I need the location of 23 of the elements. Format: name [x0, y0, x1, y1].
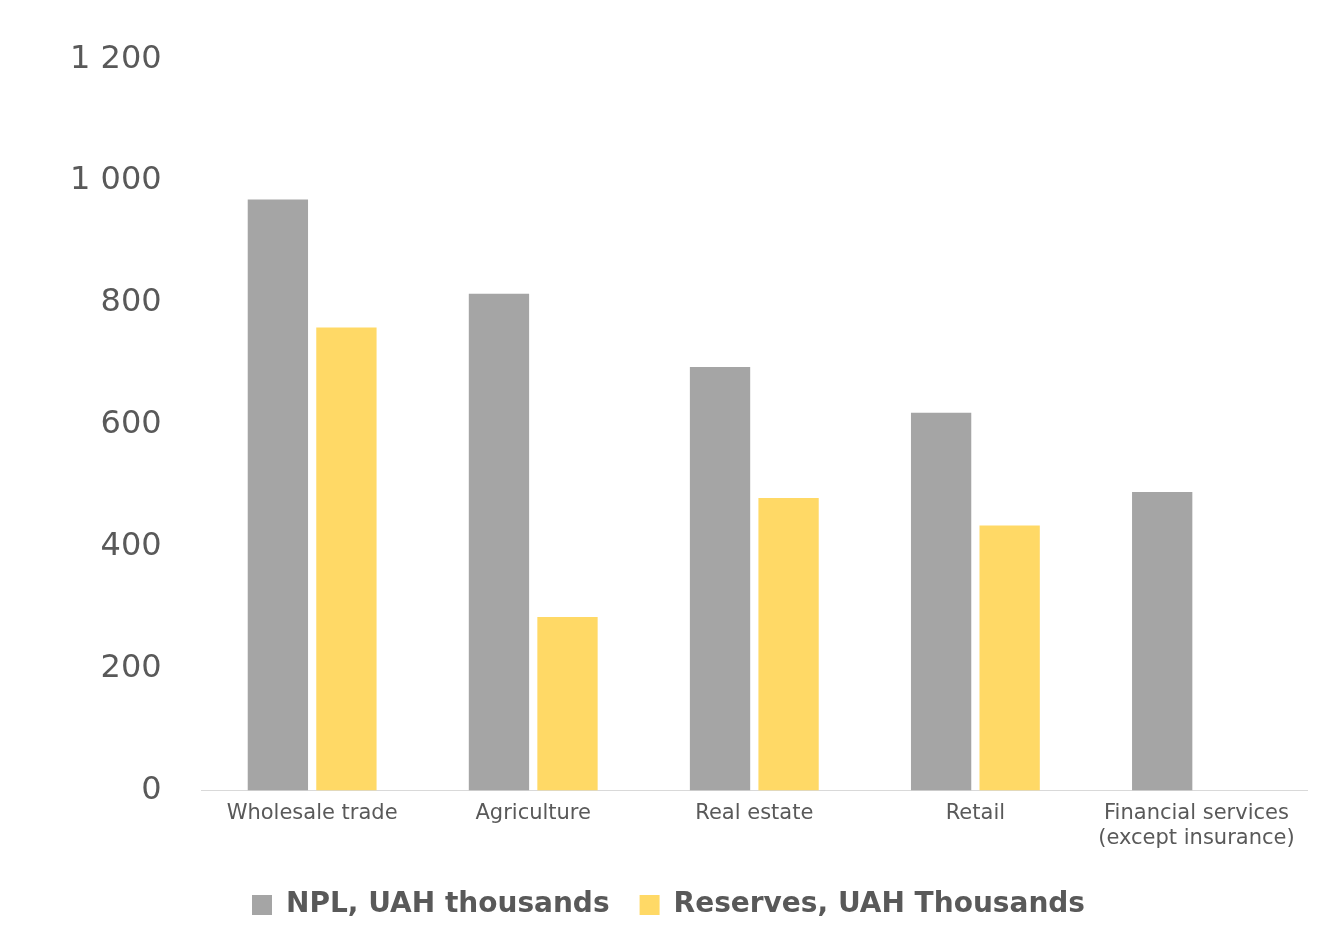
bar — [689, 367, 751, 791]
x-tick-label: Agriculture — [475, 799, 591, 824]
bar — [758, 498, 819, 791]
y-tick-label: 600 — [100, 403, 162, 442]
y-tick-label: 400 — [100, 525, 162, 564]
bar — [468, 293, 530, 791]
bar — [910, 412, 972, 791]
bar — [316, 327, 377, 791]
x-tick-label: Retail — [945, 799, 1006, 824]
bar — [1132, 491, 1193, 791]
x-tick-label: Wholesale trade — [226, 799, 398, 824]
y-tick-label: 0 — [141, 768, 162, 807]
bar — [247, 199, 309, 791]
legend-label: Reserves, UAH Thousands — [673, 886, 1086, 920]
x-tick-label: Financial services (except insurance) — [1098, 799, 1295, 849]
bar — [537, 616, 598, 791]
x-tick-label: Real estate — [695, 799, 814, 824]
y-tick-label: 200 — [100, 647, 162, 686]
legend-label: NPL, UAH thousands — [285, 886, 610, 920]
y-tick-label: 1 200 — [70, 37, 162, 76]
y-tick-label: 800 — [100, 281, 162, 320]
bar — [979, 525, 1040, 791]
y-tick-label: 1 000 — [70, 159, 162, 198]
